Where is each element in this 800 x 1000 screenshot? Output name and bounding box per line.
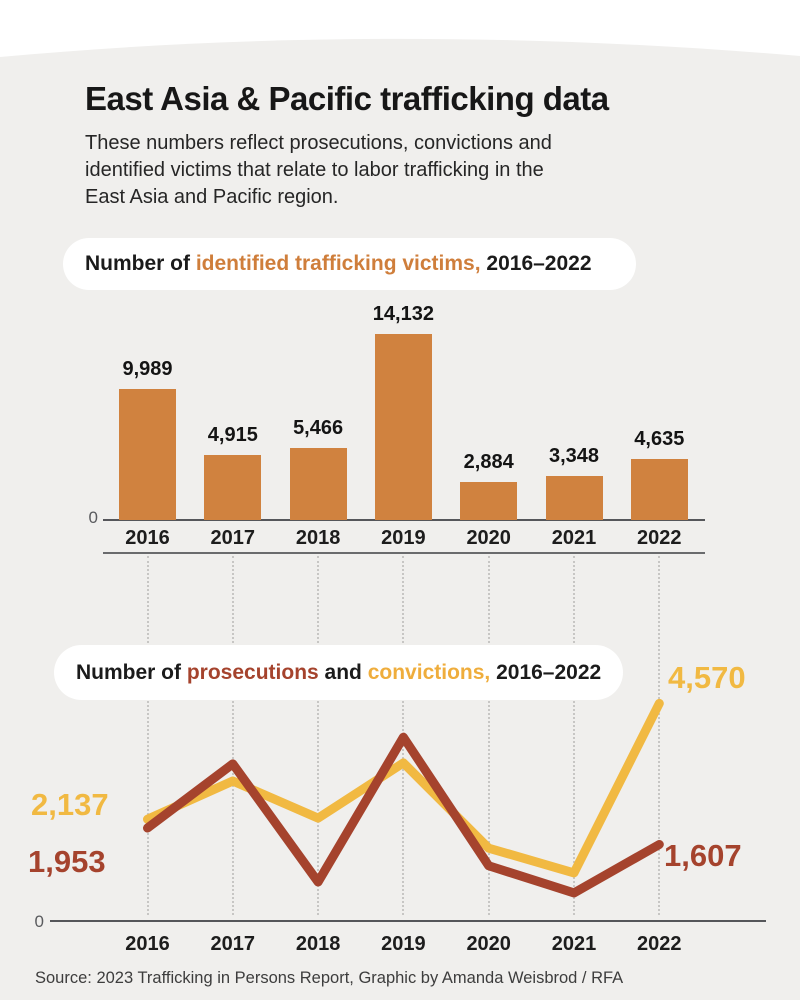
victims-bar [289, 448, 347, 520]
victims-bar [204, 455, 262, 520]
victims-bar [119, 388, 176, 520]
victims-year-label: 2021 [551, 527, 597, 549]
lines-year-label: 2016 [125, 933, 170, 955]
victims-year-label: 2020 [466, 527, 511, 549]
source-credit: Source: 2023 Trafficking in Persons Repo… [35, 969, 624, 987]
dotted-gridline [573, 556, 575, 915]
victims-year-label: 2018 [295, 527, 341, 549]
victims-axis-zero-label: 0 [88, 508, 98, 527]
victims-bar [630, 458, 688, 520]
victims-title-prefix: Number of [85, 252, 196, 275]
prosecutions-start-value: 1,953 [28, 844, 106, 879]
victims-chart-title-pill: Number of identified trafficking victims… [63, 238, 636, 290]
dotted-gridline [658, 556, 661, 915]
dotted-gridline [487, 556, 490, 915]
lines-year-label: 2018 [295, 933, 341, 955]
victims-title-highlight: identified trafficking victims, [195, 252, 481, 275]
lines-title-prosecutions: prosecutions [186, 660, 319, 684]
victims-year-label: 2016 [125, 527, 170, 549]
lines-year-label: 2022 [637, 933, 682, 955]
dotted-gridline [317, 556, 320, 915]
lines-year-label: 2019 [381, 933, 426, 955]
lines-chart-title-pill: Number of prosecutions and convictions, … [54, 645, 623, 700]
dotted-gridline [402, 556, 405, 915]
victims-bar [460, 482, 518, 520]
prosecutions-end-value: 1,607 [664, 838, 742, 873]
victims-bar-value-label: 14,132 [372, 303, 434, 325]
victims-bar-value-label: 3,348 [548, 444, 600, 467]
victims-bar-value-label: 2,884 [463, 451, 514, 474]
convictions-start-value: 2,137 [31, 787, 109, 822]
victims-bottom-rule [103, 552, 705, 554]
convictions-end-value: 4,570 [668, 660, 746, 695]
lines-year-label: 2021 [551, 933, 597, 955]
lines-year-label: 2020 [466, 933, 511, 955]
victims-bar [545, 475, 603, 520]
victims-baseline-axis [103, 519, 705, 521]
dotted-gridline [231, 556, 234, 915]
victims-bar [374, 334, 432, 520]
victims-bar-value-label: 4,635 [634, 427, 685, 450]
victims-bar-value-label: 4,915 [207, 424, 258, 447]
victims-year-label: 2017 [210, 527, 256, 549]
page-title: East Asia & Pacific trafficking data [85, 80, 609, 117]
lines-title-prefix: Number of [76, 660, 187, 684]
victims-year-label: 2022 [637, 527, 682, 549]
victims-year-label: 2019 [381, 527, 426, 549]
page-subtitle: These numbers reflect prosecutions, conv… [85, 132, 552, 208]
lines-title-mid: and [318, 660, 368, 684]
lines-title-convictions: convictions, [367, 660, 491, 684]
lines-axis-zero-label: 0 [34, 912, 44, 931]
victims-title-suffix: 2016–2022 [480, 252, 592, 275]
lines-title-suffix: 2016–2022 [490, 660, 602, 684]
lines-year-label: 2017 [210, 933, 256, 955]
victims-bar-value-label: 5,466 [293, 417, 344, 440]
victims-bar-value-label: 9,989 [122, 357, 173, 380]
lines-baseline-axis [50, 920, 766, 922]
